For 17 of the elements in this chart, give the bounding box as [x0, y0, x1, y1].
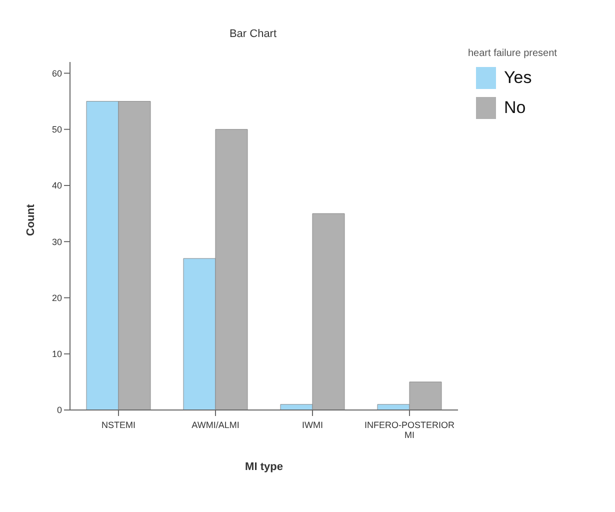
y-tick-label: 20 — [52, 292, 62, 303]
y-axis-title: Count — [24, 204, 37, 236]
x-tick-label: AWMI/ALMI — [192, 420, 240, 430]
x-tick-label: INFERO-POSTERIOR MI — [364, 420, 455, 440]
x-tick-label: IWMI — [302, 420, 323, 430]
y-tick-label: 60 — [52, 68, 62, 78]
y-tick-label: 30 — [52, 236, 62, 247]
y-tick-label: 0 — [56, 405, 62, 416]
legend-label: Yes — [504, 68, 532, 88]
y-tick-label: 10 — [52, 349, 62, 360]
legend-label: No — [504, 98, 526, 118]
y-tick-label: 40 — [52, 180, 62, 191]
x-axis-title: MI type — [245, 461, 283, 473]
chart-title: Bar Chart — [228, 28, 278, 40]
x-tick-label: NSTEMI — [101, 420, 136, 430]
legend-title: heart failure present — [468, 48, 558, 59]
y-tick-label: 50 — [52, 124, 62, 135]
